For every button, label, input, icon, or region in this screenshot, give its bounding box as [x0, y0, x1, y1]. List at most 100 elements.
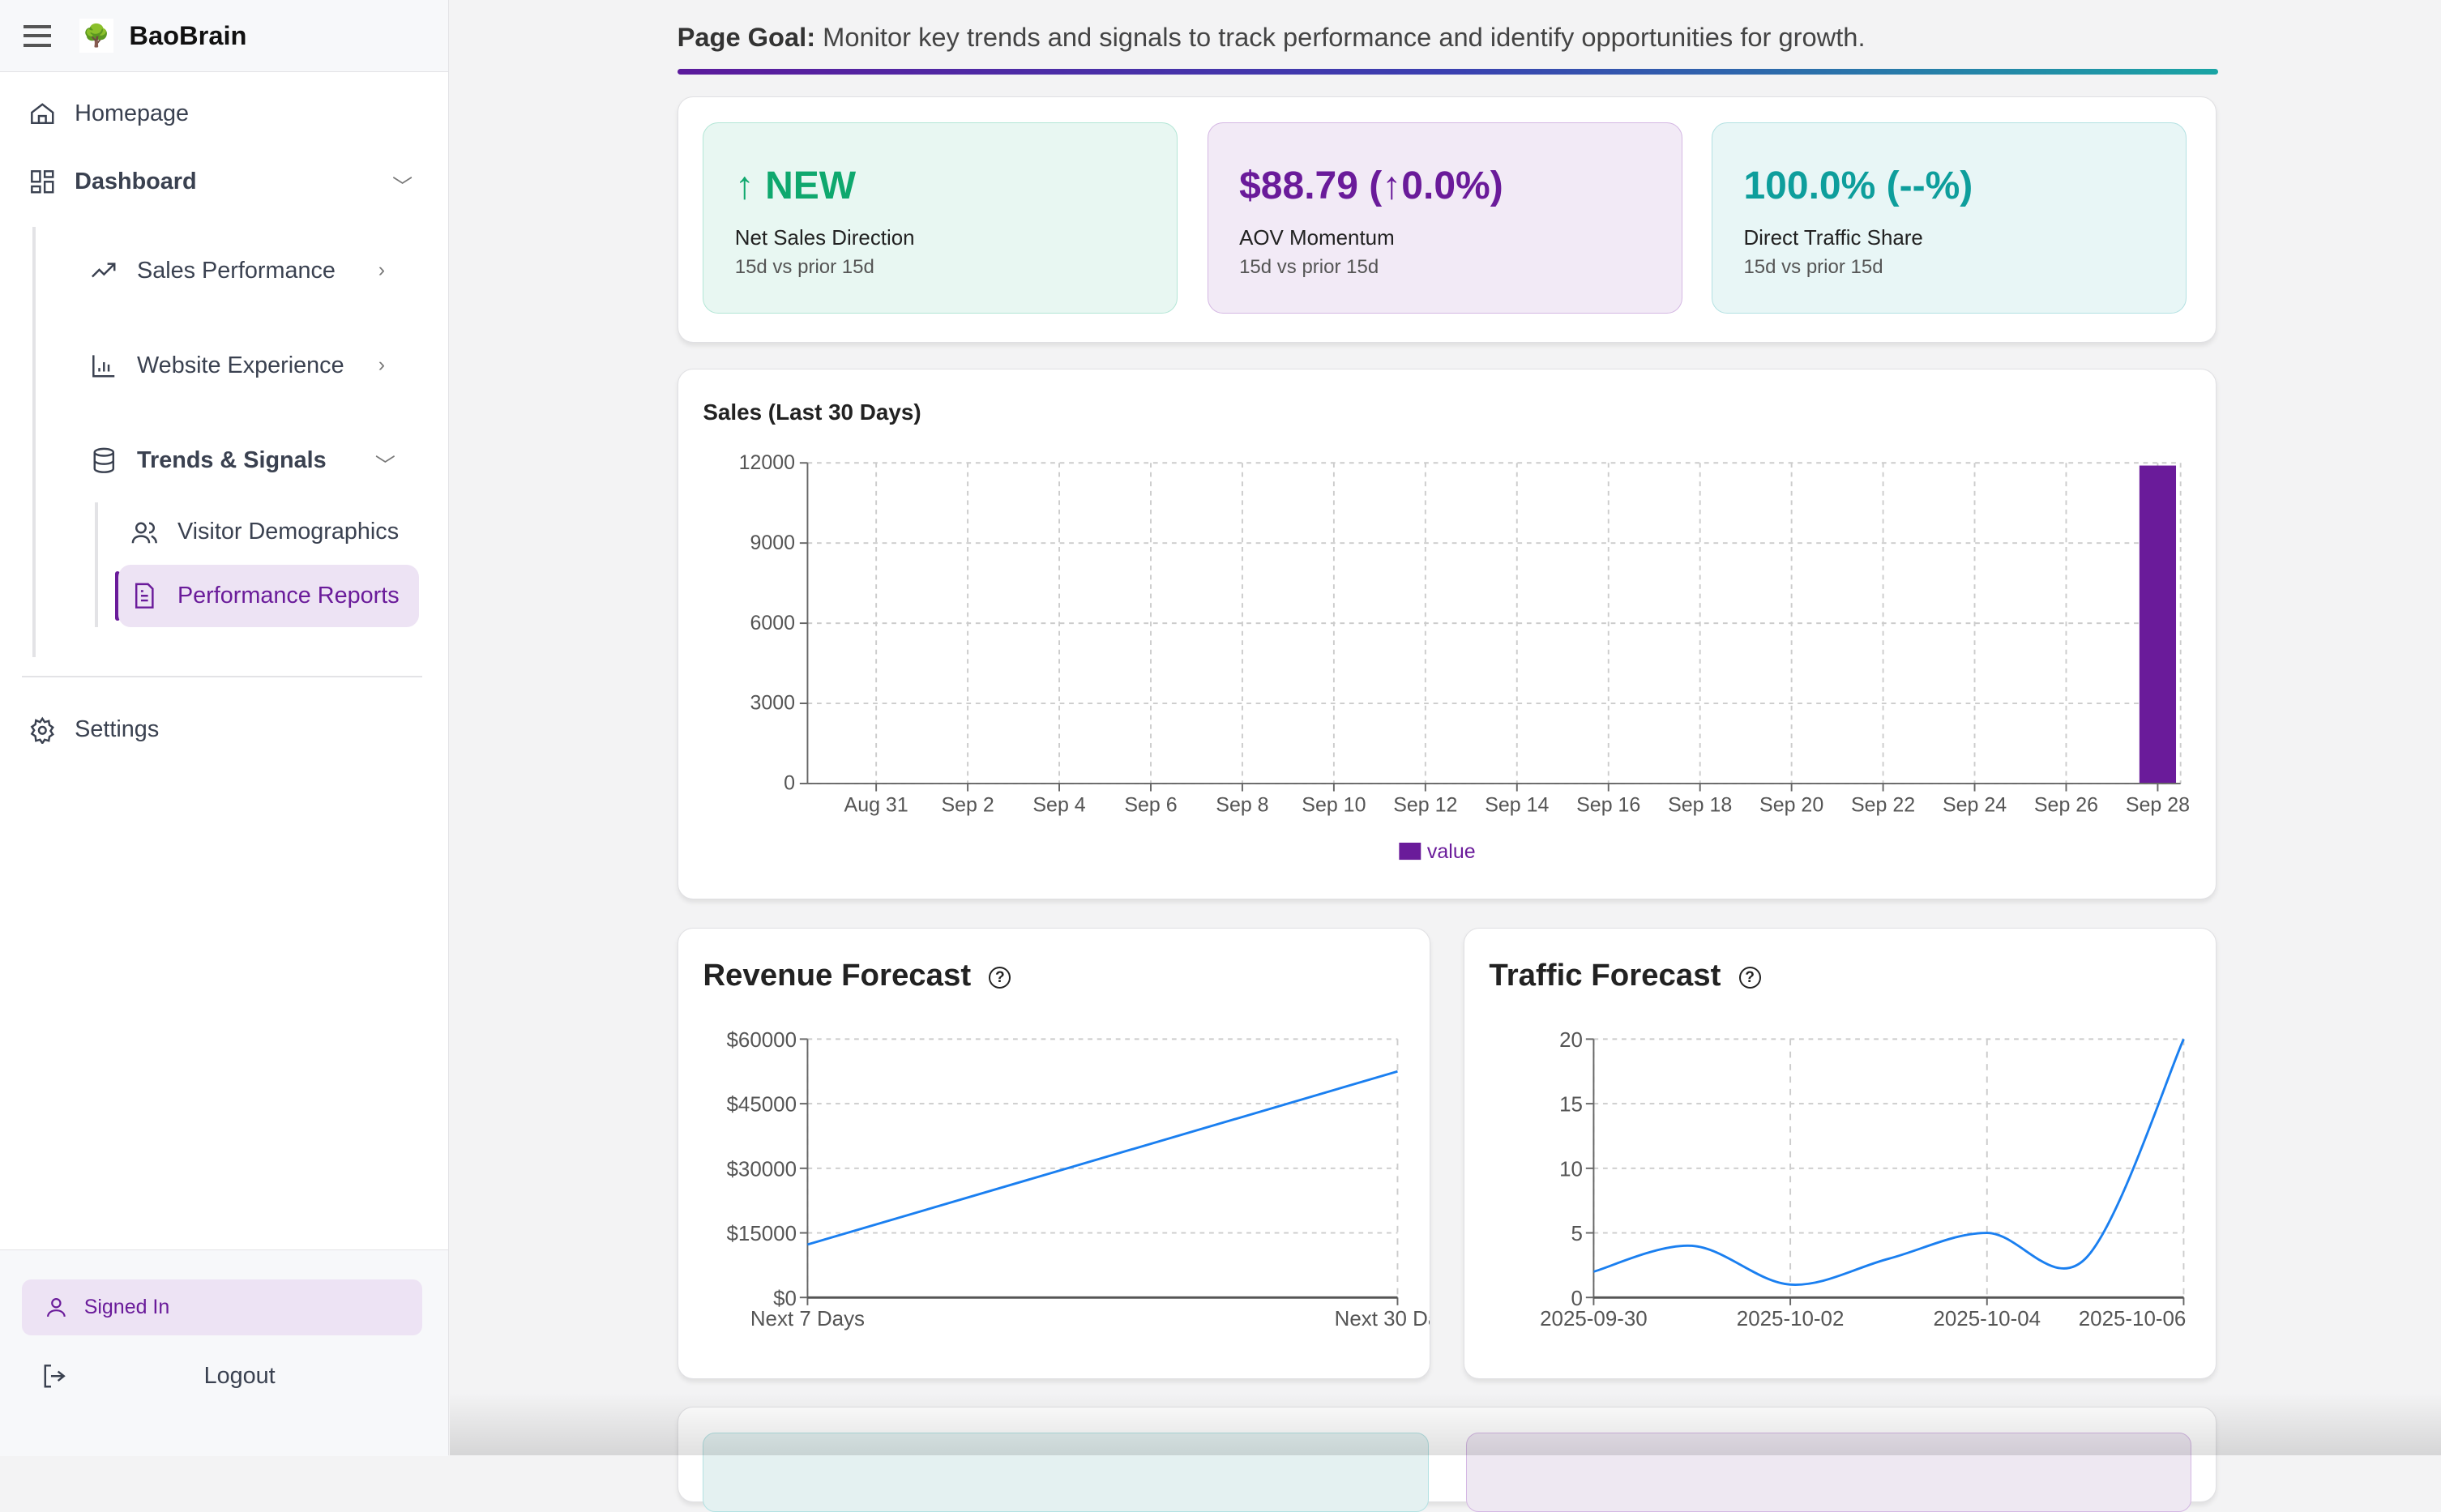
sidebar: 🌳 BaoBrain Homepage Dashboard ﹀ Sales Pe… — [0, 0, 450, 1457]
y-tick-label: $0 — [773, 1288, 797, 1310]
y-tick-label: 0 — [784, 772, 795, 795]
label: Settings — [75, 716, 160, 743]
x-tick-label: Aug 31 — [844, 794, 908, 817]
y-tick-label: 12000 — [738, 451, 794, 474]
x-tick-label: 2025-09-30 — [1540, 1308, 1648, 1330]
help-icon[interactable]: ? — [989, 966, 1011, 989]
kpi-subtitle: 15d vs prior 15d — [1239, 256, 1379, 279]
legend-swatch — [1398, 843, 1421, 861]
label: Homepage — [75, 100, 190, 126]
active-indicator — [115, 570, 120, 621]
divider — [21, 675, 422, 677]
document-icon — [135, 583, 154, 609]
x-tick-label: Sep 8 — [1216, 794, 1268, 817]
kpi-value: $88.79 (↑0.0%) — [1239, 164, 1503, 207]
series-line — [806, 1070, 1398, 1246]
menu-icon[interactable] — [23, 19, 52, 53]
x-tick-label: Sep 4 — [1032, 794, 1085, 817]
brand-name: BaoBrain — [129, 20, 247, 51]
sidebar-item-performance-reports[interactable]: Performance Reports — [118, 565, 419, 628]
sales-chart-card: Sales (Last 30 Days) 0 3000 6000 9000 12000 A… — [677, 369, 2217, 900]
sidebar-item-visitor-demographics[interactable]: Visitor Demographics — [130, 519, 399, 547]
y-tick-label: $30000 — [726, 1158, 797, 1181]
dashboard-icon — [30, 170, 54, 194]
divider — [95, 502, 98, 628]
traffic-forecast-card: Traffic Forecast ? 0 5 10 15 20 2025-09-30 202… — [1463, 927, 2217, 1379]
y-tick-label: $60000 — [726, 1029, 797, 1052]
kpi-panel: ↑ NEW Net Sales Direction 15d vs prior 15d… — [677, 96, 2217, 343]
users-icon — [131, 522, 158, 544]
series-line — [1592, 1038, 2185, 1286]
revenue-forecast-card: Revenue Forecast ? $0 $15000 $30000 $45000 $… — [677, 927, 1431, 1379]
chevron-down-icon[interactable]: ﹀ — [374, 455, 395, 478]
x-tick-label: Sep 14 — [1485, 794, 1549, 817]
divider — [32, 227, 36, 657]
kpi-label: Net Sales Direction — [734, 226, 915, 250]
revenue-line-chart: $0 $15000 $30000 $45000 $60000 Next 7 Days Nex… — [726, 1029, 1430, 1330]
y-tick-label: 5 — [1571, 1223, 1582, 1245]
kpi-value: ↑ NEW — [734, 164, 857, 207]
x-tick-label: Sep 22 — [1851, 794, 1915, 817]
x-tick-label: Sep 18 — [1668, 794, 1732, 817]
label: Performance Reports — [177, 583, 400, 609]
label: Sales Performance — [137, 257, 336, 284]
x-tick-label: Sep 10 — [1302, 794, 1366, 817]
kpi-subtitle: 15d vs prior 15d — [1743, 256, 1883, 279]
signed-in-status: Signed In — [21, 1279, 422, 1336]
tree-logo-icon: 🌳 — [79, 19, 114, 53]
y-tick-label: 6000 — [750, 612, 795, 634]
page-goal-label: Page Goal: — [677, 21, 816, 52]
sidebar-item-sales-performance[interactable]: Sales Performance — [90, 257, 336, 285]
chevron-down-icon[interactable]: ﹀ — [392, 176, 413, 199]
fade-overlay — [450, 1393, 2441, 1456]
trending-up-icon — [92, 263, 116, 278]
label: Dashboard — [75, 169, 197, 195]
chart-title: Revenue Forecast ? — [703, 958, 1011, 993]
x-tick-label: 2025-10-04 — [1933, 1308, 2041, 1330]
x-tick-label: Sep 12 — [1393, 794, 1457, 817]
x-tick-label: Sep 6 — [1124, 794, 1177, 817]
kpi-card: $88.79 (↑0.0%) AOV Momentum 15d vs prior 1… — [1207, 122, 1682, 314]
sales-bar-chart: 0 3000 6000 9000 12000 Aug 31 Sep 2 Sep 4 Sep 6 S… — [738, 451, 2189, 863]
label: Trends & Signals — [137, 447, 327, 474]
chevron-right-icon[interactable]: › — [378, 258, 386, 281]
chart-title: Sales (Last 30 Days) — [703, 399, 921, 425]
y-tick-label: 20 — [1559, 1029, 1583, 1052]
bar-chart-icon — [92, 355, 115, 378]
sidebar-item-settings[interactable]: Settings — [28, 716, 160, 745]
x-tick-label: 2025-10-02 — [1736, 1308, 1844, 1330]
sidebar-item-homepage[interactable]: Homepage — [28, 100, 190, 128]
x-tick-label: Next 30 Days — [1334, 1308, 1430, 1330]
label: Signed In — [83, 1296, 170, 1319]
kpi-card: 100.0% (--%) Direct Traffic Share 15d vs p… — [1712, 122, 2187, 314]
label: Website Experience — [137, 352, 344, 378]
help-icon[interactable]: ? — [1738, 966, 1761, 989]
y-tick-label: $15000 — [726, 1223, 797, 1245]
traffic-line-chart: 0 5 10 15 20 2025-09-30 2025-10-02 2025-10-04 20… — [1540, 1029, 2186, 1330]
x-tick-label: Sep 2 — [941, 794, 994, 817]
y-tick-label: 15 — [1559, 1094, 1583, 1117]
user-icon — [46, 1298, 66, 1318]
chart-title: Traffic Forecast ? — [1489, 958, 1761, 993]
sidebar-header: 🌳 BaoBrain — [0, 0, 449, 73]
sidebar-item-website-experience[interactable]: Website Experience — [90, 352, 344, 380]
x-tick-label: Sep 24 — [1943, 794, 2007, 817]
kpi-label: AOV Momentum — [1239, 226, 1395, 250]
x-tick-label: Sep 26 — [2033, 794, 2097, 817]
page-goal: Page Goal: Monitor key trends and signal… — [678, 22, 1866, 53]
kpi-subtitle: 15d vs prior 15d — [734, 256, 874, 279]
legend-label: value — [1427, 840, 1476, 863]
gradient-divider — [677, 68, 2219, 75]
kpi-card: ↑ NEW Net Sales Direction 15d vs prior 15d — [703, 122, 1178, 314]
logout-icon — [44, 1364, 66, 1388]
sidebar-item-trends-signals[interactable]: Trends & Signals — [90, 446, 327, 475]
bar — [2139, 465, 2176, 784]
logout-button[interactable]: Logout — [41, 1362, 430, 1390]
title-text: Revenue Forecast — [703, 958, 972, 993]
x-tick-label: Next 7 Days — [750, 1308, 864, 1330]
database-icon — [93, 447, 115, 474]
label: Logout — [203, 1362, 276, 1389]
chevron-right-icon[interactable]: › — [378, 353, 386, 377]
sidebar-item-dashboard[interactable]: Dashboard — [28, 168, 197, 196]
y-tick-label: 10 — [1559, 1158, 1583, 1181]
